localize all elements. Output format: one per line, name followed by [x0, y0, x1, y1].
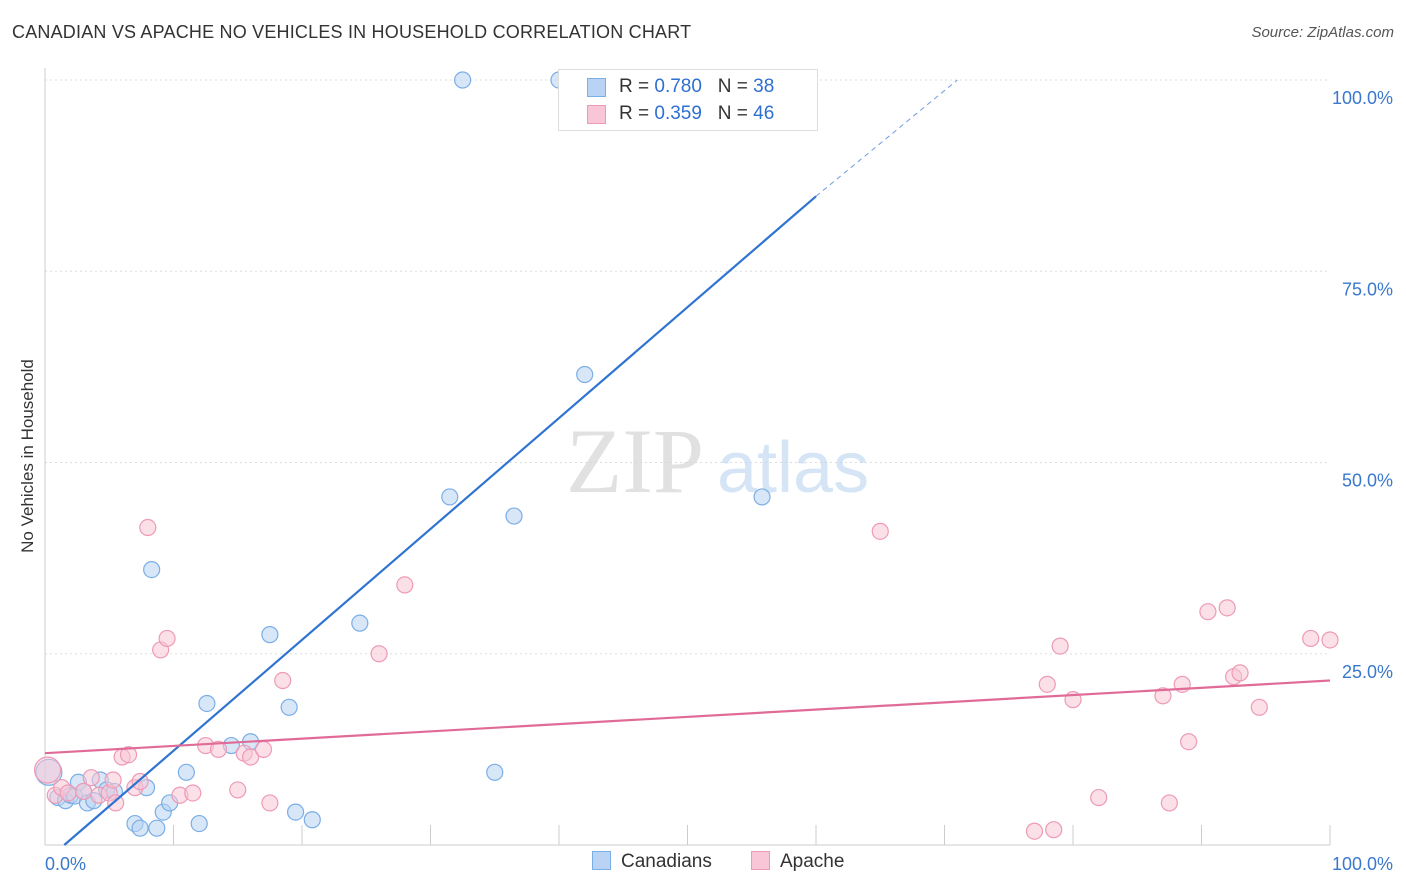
point-canadians — [303, 811, 321, 829]
point-apache — [370, 645, 388, 663]
point-apache — [119, 746, 138, 764]
point-canadians — [177, 763, 195, 781]
point-apache — [396, 576, 414, 594]
bottom-legend-swatch-canadians — [592, 851, 611, 870]
point-apache — [1090, 788, 1108, 807]
point-apache — [1045, 821, 1063, 839]
point-apache — [1038, 675, 1056, 693]
source-label: Source: ZipAtlas.com — [1251, 24, 1394, 41]
trendline-apache — [44, 679, 1331, 755]
point-apache — [184, 784, 202, 802]
point-apache — [139, 518, 157, 537]
point-apache — [1051, 637, 1069, 655]
point-apache — [1154, 687, 1172, 705]
point-canadians — [576, 365, 594, 384]
stats-legend: R = 0.780 N = 38 R = 0.359 N = 46 — [558, 69, 818, 131]
point-apache — [104, 771, 122, 789]
legend-swatch-apache — [587, 105, 606, 124]
point-canadians — [351, 614, 369, 632]
bottom-legend-apache: Apache — [751, 851, 844, 873]
y-tick-label: 75.0% — [1342, 279, 1393, 299]
x-tick-label: 0.0% — [45, 854, 86, 874]
point-apache — [261, 794, 279, 812]
point-apache — [254, 740, 273, 758]
point-canadians — [441, 488, 459, 506]
point-canadians — [148, 819, 166, 837]
trendline-canadians — [63, 195, 817, 846]
point-canadians — [131, 819, 149, 837]
point-apache — [229, 781, 247, 799]
point-canadians — [280, 698, 298, 716]
point-apache — [1321, 631, 1339, 649]
point-canadians — [286, 803, 305, 821]
point-apache — [274, 671, 292, 690]
point-apache — [33, 756, 62, 784]
point-canadians — [261, 626, 279, 644]
point-apache — [1302, 629, 1320, 648]
point-canadians — [198, 694, 216, 713]
point-apache — [209, 740, 228, 758]
point-apache — [1160, 794, 1178, 812]
n-value-canadians: 38 — [753, 76, 775, 97]
point-apache — [1250, 698, 1268, 716]
bottom-legend-label-canadians: Canadians — [621, 851, 712, 872]
point-canadians — [454, 71, 472, 89]
trend-lines — [44, 79, 1331, 846]
point-apache — [1231, 664, 1249, 682]
bottom-legend-canadians: Canadians — [592, 851, 712, 873]
chart-title: CANADIAN VS APACHE NO VEHICLES IN HOUSEH… — [12, 22, 692, 42]
series-apache — [33, 518, 1339, 840]
tick-labels: 100.0% 75.0% 50.0% 25.0% 0.0% 100.0% — [45, 88, 1393, 874]
point-apache — [158, 629, 176, 648]
point-apache — [1180, 733, 1198, 751]
point-apache — [242, 748, 260, 766]
point-apache — [107, 794, 125, 812]
point-canadians — [143, 560, 161, 579]
legend-swatch-canadians — [587, 78, 606, 97]
gridlines — [45, 79, 1330, 655]
n-value-apache: 46 — [753, 103, 775, 124]
bottom-legend-label-apache: Apache — [780, 851, 845, 872]
point-canadians — [505, 507, 523, 525]
bottom-legend-swatch-apache — [751, 851, 770, 870]
watermark: ZIP atlas — [566, 410, 869, 512]
axes — [44, 68, 1331, 846]
point-apache — [1199, 603, 1217, 621]
y-tick-label: 25.0% — [1342, 662, 1393, 682]
point-canadians — [486, 763, 504, 781]
y-tick-label: 100.0% — [1332, 88, 1393, 108]
x-tick-label: 100.0% — [1332, 854, 1393, 874]
trendline-extension-canadians — [815, 79, 958, 197]
watermark-atlas: atlas — [717, 428, 869, 508]
y-axis-title: No Vehicles in Household — [18, 359, 37, 553]
point-canadians — [753, 488, 771, 506]
watermark-zip: ZIP — [566, 410, 704, 512]
point-apache — [1025, 822, 1044, 840]
point-apache — [1218, 599, 1236, 617]
point-apache — [59, 784, 77, 802]
point-canadians — [190, 814, 208, 833]
r-value-apache: 0.359 — [654, 103, 702, 124]
y-tick-label: 50.0% — [1342, 471, 1393, 491]
point-apache — [82, 769, 100, 787]
point-apache — [871, 522, 889, 540]
r-value-canadians: 0.780 — [654, 76, 702, 97]
